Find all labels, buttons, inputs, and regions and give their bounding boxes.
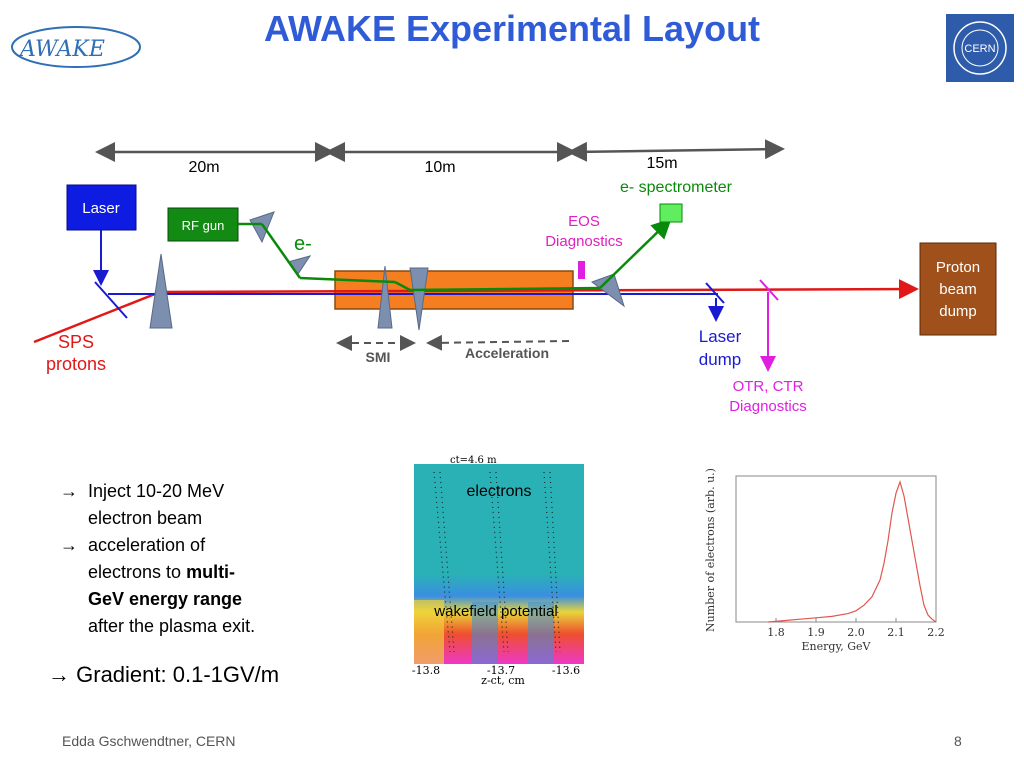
label-20m: 20m [188,159,219,176]
awake-logo: AWAKE [11,26,141,68]
laser-dump-label-line2: dump [699,350,742,369]
electron-beam-accel [409,286,601,292]
proton-dump-label-line2: beam [939,281,977,298]
bullet2-bold1: multi- [186,562,236,582]
wakefield-label: wakefield potential [433,603,557,620]
smi-label: SMI [366,349,391,365]
proton-dump-label-line3: dump [939,303,977,320]
chart-x-tick-label: 2.1 [887,626,905,639]
page-number: 8 [954,733,962,749]
cern-logo-inner-ring [961,29,999,67]
sim-tick-label: -13.8 [412,664,440,677]
cern-logo-text: CERN [964,43,995,55]
gradient-note: → Gradient: 0.1-1GV/m [48,662,279,688]
bullet-item-inject: → Inject 10-20 MeV electron beam [60,478,255,532]
rf-gun-box [167,207,239,242]
page-title: AWAKE Experimental Layout [263,8,761,49]
bullet-item-acceleration: → acceleration of electrons to multi- GeV … [60,532,255,640]
spectrometer-screen [659,203,683,223]
field-lobe-middle [472,602,498,664]
electron-beam-inject [394,280,411,292]
proton-dump-label-line1: Proton [936,259,980,276]
bullet1-line1: Inject 10-20 MeV [88,481,225,501]
prism-injection [409,267,429,331]
energy-spectrum-chart: Number of electrons (arb. u.) Energy, Ge… [704,468,945,653]
awake-logo-swoosh [11,26,141,68]
sps-label-line1: SPS [58,332,94,352]
bullet2-line4: after the plasma exit. [88,616,256,636]
laser-dump-label-line1: Laser [699,327,742,346]
electron-beam-down [260,223,302,279]
otr-label-line1: OTR, CTR [733,378,804,395]
awake-logo-text: AWAKE [18,37,105,62]
gradient-text: Gradient: 0.1-1GV/m [76,662,280,687]
chart-x-axis-label: Energy, GeV [802,640,872,653]
electron-beam-to-spectrometer [599,218,672,289]
bullet2-bold2: GeV energy range [88,589,243,609]
eos-label-line2: Diagnostics [545,233,623,250]
sim-x-axis-label: z-ct, cm [481,674,525,687]
laser-mirror [94,281,128,319]
cern-logo-bg [946,14,1014,82]
sps-label-line2: protons [46,354,106,374]
chart-x-tick-label: 2.2 [927,626,945,639]
bullet-list: → Inject 10-20 MeV electron beam → accele… [60,478,255,640]
proton-beam-dump-box [919,242,997,336]
prism-rf-gun [249,211,275,244]
arrow-icon: → [48,662,70,687]
label-10m: 10m [424,159,455,176]
chart-series-line [767,480,937,623]
sps-proton-beam-inline [33,290,161,344]
sim-tick-label: -13.7 [487,664,515,677]
chart-y-axis-label: Number of electrons (arb. u.) [704,468,717,632]
rf-gun-label: RF gun [182,218,225,233]
label-e-spectrometer: e- spectrometer [620,179,733,196]
field-lobe-right [528,602,554,664]
eos-diagnostics-marker [578,261,585,279]
arrow-icon: → [60,535,78,555]
awake-layout-diagram: 20m 10m 15m e- spectrometer Laser RF gun… [33,139,997,415]
bullet1-line2: electron beam [88,508,203,528]
laser-dump-mirror [705,282,725,304]
simulation-header: ct=4.6 m [450,455,497,466]
label-15m: 15m [646,155,677,172]
electron-label: e- [294,233,312,255]
otr-label-line2: Diagnostics [729,398,807,415]
cern-logo: CERN [946,14,1014,82]
laser-label: Laser [82,200,120,217]
bullet2-line1: acceleration of [88,535,206,555]
chart-plot-frame [735,475,937,623]
prism-spectrometer [590,273,625,308]
distance-arrow-15m [567,139,785,162]
otr-screen [759,279,779,301]
prism-laser-proton-merge [149,253,173,329]
bullet-text: acceleration of electrons to multi- GeV en… [88,532,255,640]
cern-logo-ring [953,21,1007,75]
footer-author: Edda Gschwendtner, CERN [62,733,236,749]
acceleration-range-arrow [426,334,571,351]
electron-bunches [433,471,561,653]
chart-x-tick-label: 2.0 [847,626,865,639]
chart-x-ticks: 1.8 1.9 2.0 2.1 2.2 [767,618,945,639]
chart-x-tick-label: 1.9 [807,626,825,639]
electron-beam-transfer [299,276,396,284]
proton-beam-line [159,279,919,300]
bullet2-line2: electrons to [88,562,187,582]
wakefield-simulation-plot: ct=4.6 m electrons wakefield potential -… [412,455,584,687]
eos-label-line1: EOS [568,213,600,230]
field-lobe-left [414,600,444,664]
arrow-icon: → [60,481,78,501]
bullet-text: Inject 10-20 MeV electron beam [88,478,224,532]
sim-tick-label: -13.6 [552,664,580,677]
electrons-label: electrons [467,483,532,500]
acceleration-label: Acceleration [465,345,549,361]
chart-x-tick-label: 1.8 [767,626,785,639]
prism-smi [377,265,393,329]
